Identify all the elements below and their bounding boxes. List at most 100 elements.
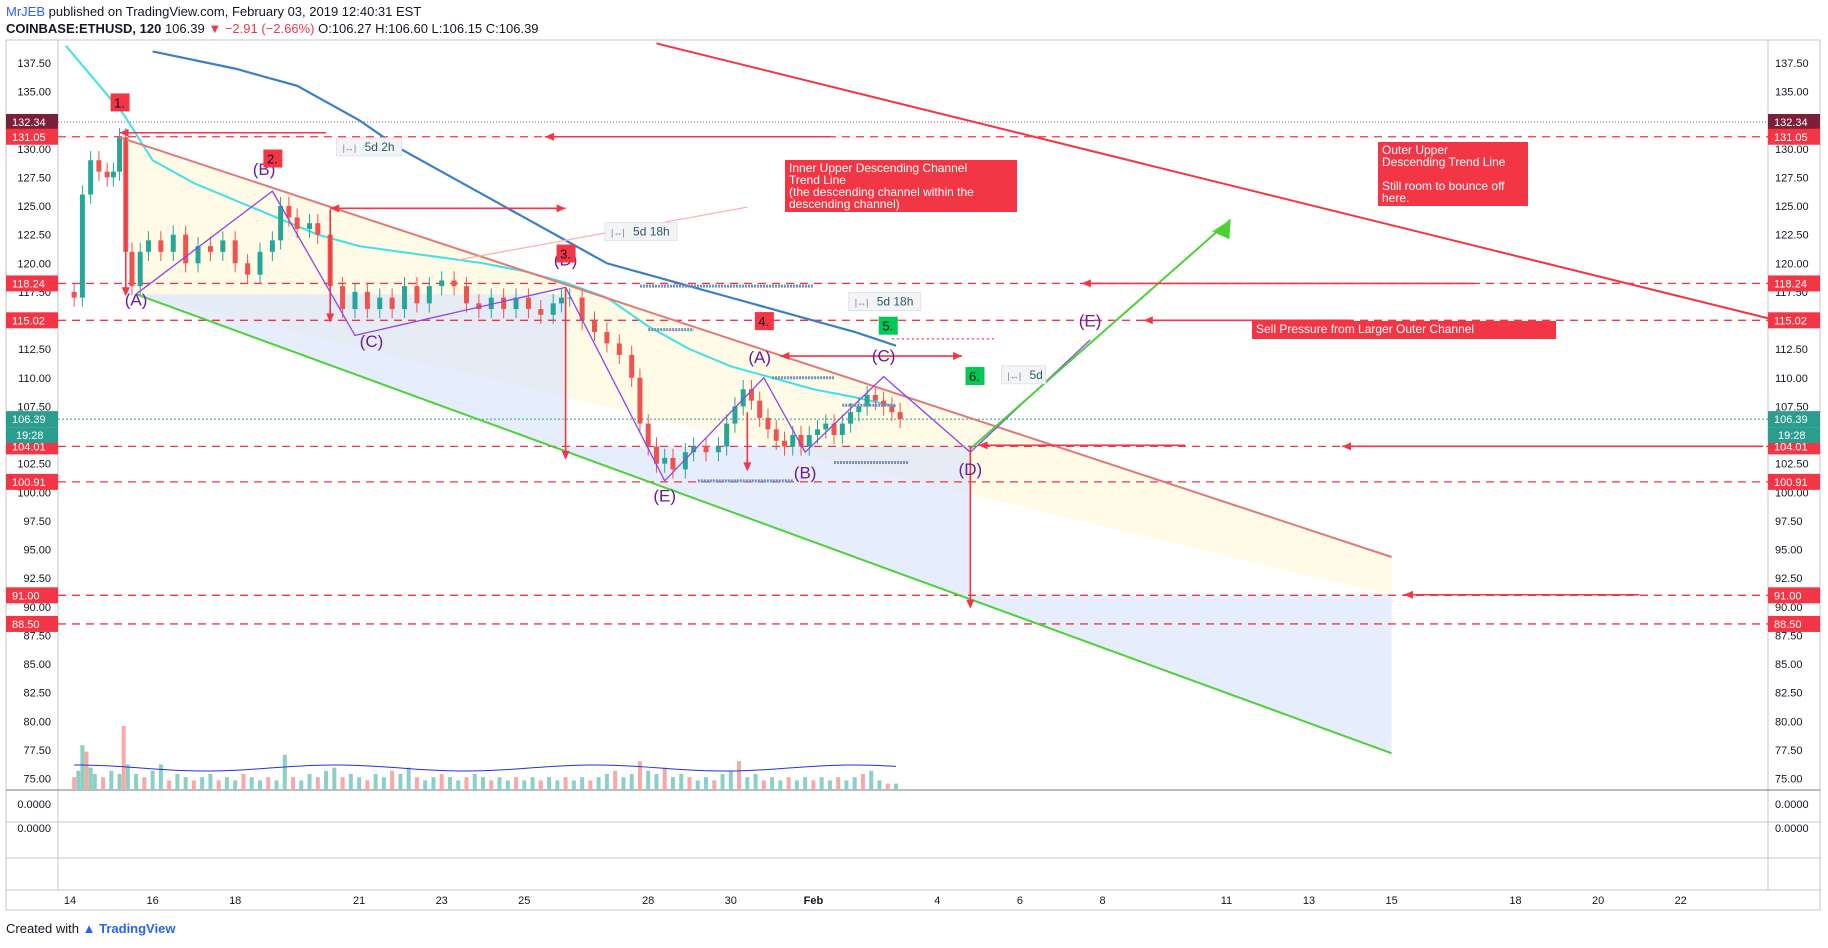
- time-span-label: 5d 18h: [633, 225, 670, 239]
- volume-bar: [563, 777, 568, 790]
- x-tick-label: 8: [1099, 895, 1105, 907]
- price-scale-badge: [1768, 312, 1820, 329]
- volume-bar: [761, 780, 766, 790]
- price-scale-badge-left: [6, 473, 58, 490]
- y-tick-label-right: 85.00: [1775, 659, 1803, 671]
- volume-bar: [530, 777, 535, 790]
- x-tick-label: 6: [1017, 895, 1023, 907]
- volume-bar: [794, 780, 799, 790]
- candle-body: [691, 446, 697, 453]
- candle-body: [823, 423, 829, 430]
- publisher-name[interactable]: MrJEB: [6, 4, 45, 19]
- volume-bar: [447, 777, 452, 790]
- volume-bar: [406, 767, 411, 790]
- annotation-text: (the descending channel within the: [789, 185, 974, 199]
- x-tick-label: 20: [1592, 895, 1604, 907]
- y-tick-label-right: 137.50: [1775, 58, 1809, 70]
- candle-body: [815, 429, 821, 436]
- price-scale-badge-left-text: 118.24: [12, 278, 45, 290]
- volume-bar: [836, 777, 841, 790]
- candle-body: [488, 297, 494, 310]
- volume-bar: [472, 774, 477, 790]
- volume-bar: [464, 777, 469, 790]
- y-tick-label-left: 97.50: [23, 516, 51, 528]
- volume-bar: [167, 780, 172, 790]
- last-price: 106.39: [164, 21, 205, 36]
- pointer-arrow-head: [119, 128, 129, 137]
- volume-bar: [737, 761, 742, 790]
- volume-bar: [803, 777, 808, 790]
- tradingview-link[interactable]: TradingView: [99, 921, 176, 936]
- candle-body: [889, 406, 895, 413]
- y-tick-label-right: 110.00: [1775, 373, 1808, 385]
- volume-bar: [720, 774, 725, 790]
- wave-label: (B): [794, 464, 817, 483]
- projection-arrow: [969, 219, 1232, 450]
- y-tick-label-right: 80.00: [1775, 716, 1803, 728]
- candle-body: [513, 297, 519, 310]
- wave-number-tag: [965, 367, 985, 386]
- volume-bar: [266, 777, 271, 790]
- symbol-label: COINBASE:ETHUSD, 120: [6, 21, 162, 36]
- volume-bar: [786, 777, 791, 790]
- volume-bar: [695, 780, 700, 790]
- volume-bar: [158, 764, 163, 790]
- header-line-2: COINBASE:ETHUSD, 120 106.39 ▼ −2.91 (−2.…: [6, 21, 539, 36]
- volume-bar: [481, 777, 485, 790]
- volume-bar: [208, 774, 213, 790]
- lower-trend-line: [135, 293, 1392, 755]
- price-scale-badge: [1768, 411, 1820, 428]
- volume-bar: [398, 774, 403, 790]
- candle-body: [257, 251, 263, 275]
- x-tick-label: 11: [1221, 895, 1232, 907]
- volume-bar: [637, 761, 642, 790]
- volume-bar: [613, 770, 618, 790]
- volume-bar: [662, 767, 667, 790]
- x-tick-label: 16: [146, 895, 158, 907]
- candle-body: [195, 246, 201, 264]
- y-tick-label-left: 90.00: [23, 602, 51, 614]
- candle-body: [269, 240, 275, 252]
- candle-body: [592, 320, 598, 332]
- volume-bar: [340, 777, 345, 790]
- volume-bar: [704, 777, 709, 790]
- pointer-arrow-head: [978, 441, 988, 450]
- candle-body: [104, 171, 110, 178]
- candle-body: [307, 223, 313, 229]
- x-tick-label: 28: [642, 895, 654, 907]
- price-scale-badge-left-text: 106.39: [12, 414, 46, 426]
- range-arrow-head: [966, 599, 975, 609]
- measure-icon: |↔|: [611, 228, 625, 238]
- volume-bar: [439, 774, 444, 790]
- price-scale-badge-text: 91.00: [1774, 590, 1802, 602]
- candle-body: [872, 394, 878, 401]
- wave-number-tag: [754, 312, 774, 331]
- x-tick-label: 14: [64, 895, 76, 907]
- candle-body: [294, 217, 300, 229]
- candle-body: [79, 194, 85, 298]
- candle-body: [732, 406, 738, 424]
- volume-bar: [117, 774, 122, 790]
- volume-bar: [811, 780, 816, 790]
- y-tick-label-right: 125.00: [1775, 201, 1809, 213]
- candle-body: [88, 160, 94, 195]
- wave-label: (C): [360, 332, 384, 351]
- y-tick-label-right: 122.50: [1775, 230, 1809, 242]
- volume-bar: [588, 780, 593, 790]
- volume-bar: [827, 780, 832, 790]
- time-range-arrow-head: [953, 352, 963, 361]
- volume-bar: [522, 780, 527, 790]
- y-tick-label-left: 112.50: [18, 344, 51, 356]
- candle-body: [117, 137, 123, 172]
- volume-bar: [414, 777, 419, 790]
- volume-bar: [852, 777, 857, 790]
- price-scale-badge-left: [6, 587, 58, 604]
- time-span-box: [336, 137, 403, 157]
- price-scale-badge-text: 104.01: [1774, 441, 1808, 453]
- candle-body: [286, 206, 292, 218]
- candle-body: [71, 291, 77, 298]
- volume-bar: [687, 777, 692, 790]
- volume-bar: [869, 770, 874, 790]
- candle-body: [765, 417, 771, 430]
